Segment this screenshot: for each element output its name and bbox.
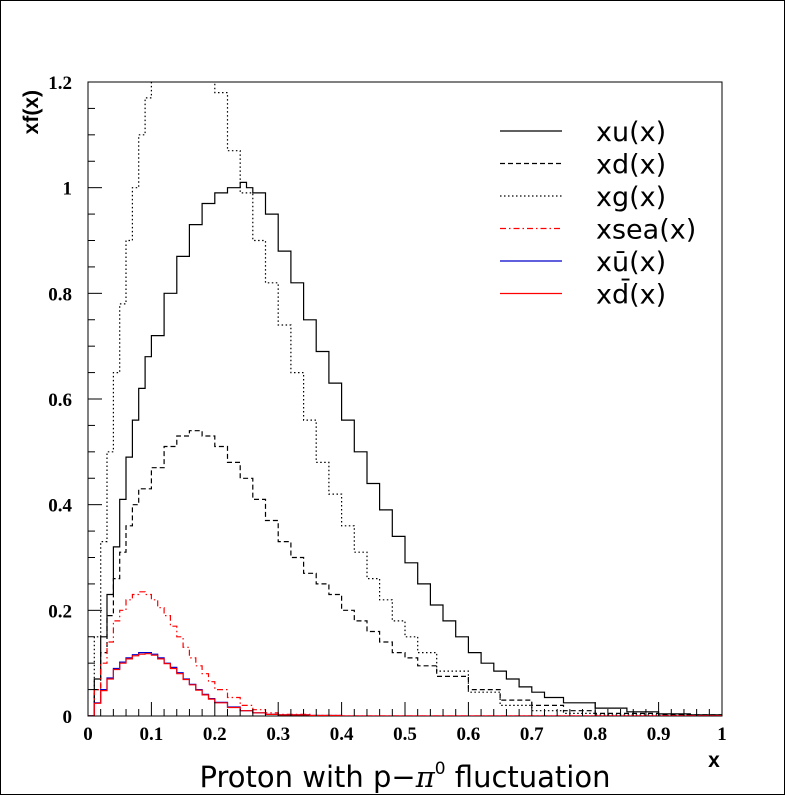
plot-area: [87, 81, 723, 717]
legend-label-4: xū(x): [596, 247, 666, 278]
legend-label-1: xd(x): [596, 150, 666, 181]
series-line-1: [88, 430, 722, 716]
series-line-2: [88, 82, 722, 716]
y-tick-label: 0.4: [48, 496, 72, 517]
caption-dash: −: [391, 760, 415, 794]
y-tick-label: 0.8: [48, 284, 72, 305]
x-tick-label: 0.6: [457, 724, 481, 745]
caption-prefix: Proton with p: [200, 760, 392, 794]
legend-label-3: xsea(x): [596, 215, 696, 246]
series-line-3: [88, 591, 722, 716]
y-tick-label: 1: [63, 179, 73, 200]
x-tick-label: 0.1: [140, 724, 164, 745]
series-line-0: [88, 181, 722, 716]
x-axis-title: x: [708, 749, 720, 772]
x-tick-label: 0.3: [266, 724, 290, 745]
series-line-5: [88, 653, 722, 716]
x-tick-label: 1: [717, 724, 727, 745]
x-tick-label: 0: [83, 724, 93, 745]
x-tick-label: 0.7: [520, 724, 544, 745]
caption-superscript: 0: [435, 759, 446, 779]
legend-label-2: xg(x): [596, 182, 666, 213]
y-tick-label: 1.2: [48, 73, 72, 94]
x-tick-label: 0.2: [203, 724, 227, 745]
caption-pi: π: [415, 760, 436, 794]
y-tick-label: 0: [63, 707, 73, 728]
legend-label-5: xd̄(x): [596, 279, 666, 311]
caption-suffix: fluctuation: [446, 760, 611, 794]
x-tick-label: 0.5: [393, 724, 417, 745]
x-tick-label: 0.4: [330, 724, 354, 745]
caption: Proton with p−π0 fluctuation: [200, 759, 611, 794]
y-tick-label: 0.2: [48, 601, 72, 622]
x-tick-label: 0.8: [583, 724, 607, 745]
x-tick-label: 0.9: [647, 724, 671, 745]
y-tick-label: 0.6: [48, 390, 72, 411]
y-axis-title: xf(x): [20, 90, 43, 134]
legend-label-0: xu(x): [596, 117, 666, 148]
